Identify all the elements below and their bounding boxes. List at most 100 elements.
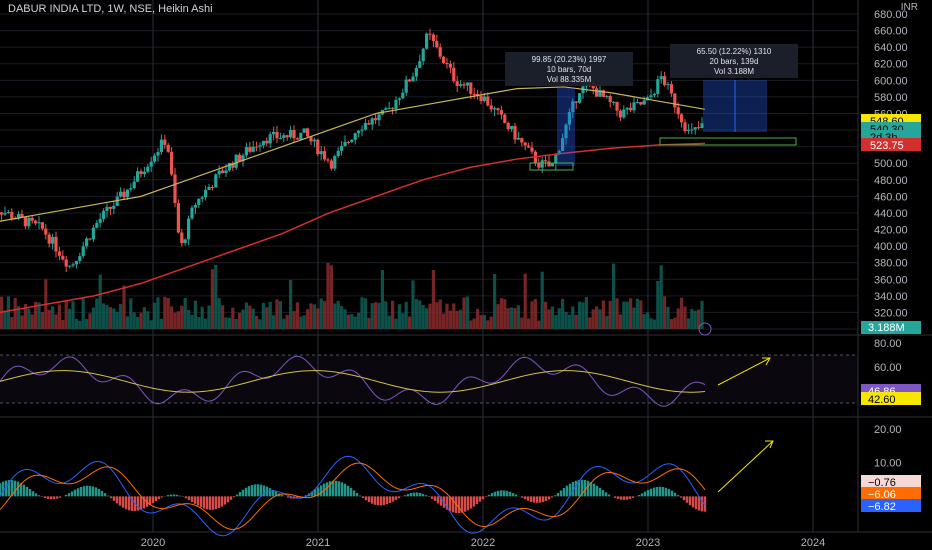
macd-histogram-bar [379, 496, 383, 506]
candle-body [20, 214, 24, 218]
candle-body [693, 127, 697, 130]
macd-histogram-bar [547, 496, 551, 500]
volume-bar [61, 320, 65, 329]
price-axis[interactable]: 680.00660.00640.00620.00600.00580.00560.… [861, 9, 921, 513]
macd-histogram-bar [106, 495, 110, 497]
macd-histogram-bar [226, 496, 230, 503]
macd-histogram-bar [592, 483, 596, 497]
macd-histogram-bar [511, 493, 515, 497]
volume-bar [187, 309, 191, 329]
volume-bar [567, 314, 571, 329]
candle-body [265, 140, 269, 144]
candle-body [547, 161, 551, 167]
macd-histogram-bar [703, 496, 707, 512]
volume-bar [112, 308, 116, 329]
candle-body [105, 206, 109, 211]
annotation-line: Vol 88.335M [547, 75, 592, 84]
volume-bar [601, 300, 605, 329]
macd-histogram-bar [136, 496, 140, 511]
candle-body [574, 101, 578, 103]
price-tick-label: 380.00 [874, 258, 908, 270]
volume-bar [686, 318, 690, 329]
macd-histogram-bar [469, 496, 473, 509]
candle-body [520, 137, 524, 143]
candle-body [618, 110, 622, 118]
volume-bar [316, 308, 320, 329]
macd-histogram-bar [355, 492, 359, 497]
macd-histogram-bar [484, 496, 488, 497]
macd-histogram-bar [475, 496, 479, 505]
volume-bar [27, 308, 31, 329]
volume-bar [547, 309, 551, 329]
volume-bar [612, 263, 616, 329]
macd-histogram-bar [4, 480, 8, 497]
volume-bar [554, 315, 558, 329]
macd-histogram-bar [166, 495, 170, 497]
macd-histogram-bar [232, 496, 236, 498]
macd-histogram-bar [214, 496, 218, 510]
range-marker [659, 137, 797, 146]
candle-body [445, 63, 449, 65]
macd-histogram-bar [76, 488, 80, 497]
volume-bar [238, 312, 242, 329]
volume-bar [221, 305, 225, 329]
volume-bar [421, 304, 425, 329]
volume-bar [574, 314, 578, 329]
candle-body [85, 238, 89, 247]
candle-body [71, 264, 75, 266]
macd-histogram-bar [313, 489, 317, 497]
candle-body [503, 114, 507, 123]
time-axis[interactable]: 2020 2021 2022 2023 2024 [141, 537, 825, 549]
macd-histogram-bar [208, 496, 212, 510]
macd-histogram-bar [700, 496, 704, 512]
candle-body [0, 212, 4, 215]
macd-histogram-bar [463, 496, 467, 512]
volume-bar [40, 312, 44, 329]
macd-histogram-bar [655, 486, 659, 497]
volume-bar [646, 312, 650, 329]
volume-bar [510, 307, 514, 329]
volume-bar [272, 315, 276, 329]
macd-histogram-bar [220, 496, 224, 507]
volume-bar [136, 316, 140, 329]
volume-bar [442, 313, 446, 329]
candle-body [343, 141, 347, 146]
volume-bar [255, 315, 259, 329]
macd-histogram-bar [256, 484, 260, 497]
candle-body [363, 123, 367, 130]
candle-body [469, 82, 473, 94]
time-tick-label: 2020 [141, 537, 165, 549]
annotation-line: 65.50 (12.22%) 1310 [697, 47, 772, 56]
price-tick-label: 640.00 [874, 42, 908, 54]
volume-bar [625, 301, 629, 329]
volume-bar [299, 316, 303, 329]
macd-histogram-bar [427, 496, 431, 497]
macd-histogram-bar [433, 496, 437, 502]
candle-body [200, 197, 204, 199]
macd-tick-label: 20.00 [874, 424, 902, 436]
macd-histogram-bar [262, 485, 266, 497]
macd-histogram-bar [412, 492, 416, 497]
macd-histogram-bar [550, 496, 554, 498]
macd-histogram-bar [637, 495, 641, 497]
price-label-text: 523.75 [870, 140, 904, 152]
macd-histogram-bar [331, 480, 335, 497]
macd-histogram-bar [16, 481, 20, 497]
candle-body [697, 127, 701, 129]
volume-bar [394, 318, 398, 329]
volume-bar [642, 314, 646, 329]
macd-histogram-bar [499, 490, 503, 497]
candle-body [217, 170, 221, 175]
candle-body [132, 181, 136, 189]
macd-histogram-bar [1, 481, 5, 497]
volume-bar [122, 285, 126, 329]
candle-body [95, 222, 99, 228]
macd-histogram-bar [601, 490, 605, 497]
volume-bar [571, 306, 575, 329]
candle-body [527, 145, 531, 148]
candle-body [234, 154, 238, 168]
candle-body [561, 138, 565, 151]
candle-body [632, 102, 636, 111]
